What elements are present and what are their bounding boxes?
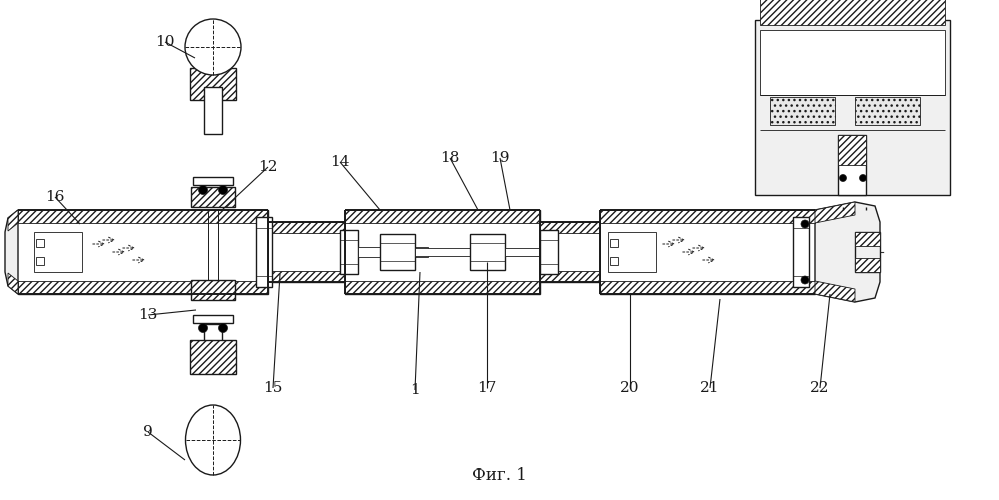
Circle shape <box>219 186 228 194</box>
Polygon shape <box>8 210 18 231</box>
Text: 21: 21 <box>700 381 719 395</box>
Text: 20: 20 <box>620 381 639 395</box>
Bar <box>345 210 540 223</box>
Text: 9: 9 <box>143 425 153 439</box>
Text: 12: 12 <box>259 160 278 174</box>
Bar <box>608 232 656 272</box>
Bar <box>18 223 268 281</box>
Bar <box>268 222 345 233</box>
Bar <box>340 230 358 274</box>
Text: 13: 13 <box>138 308 158 322</box>
Circle shape <box>801 276 809 284</box>
Bar <box>610 257 618 265</box>
Polygon shape <box>8 273 18 294</box>
Bar <box>838 135 866 165</box>
Bar <box>770 97 835 125</box>
Circle shape <box>199 324 208 332</box>
Bar <box>855 97 920 125</box>
Bar <box>18 210 268 294</box>
Bar <box>256 217 272 287</box>
Bar <box>18 281 268 294</box>
Bar <box>600 210 815 294</box>
Text: 1: 1 <box>411 383 420 397</box>
Polygon shape <box>815 202 855 223</box>
Polygon shape <box>815 202 880 302</box>
Bar <box>540 233 600 271</box>
Bar <box>268 233 345 271</box>
Bar <box>191 280 235 300</box>
Text: 19: 19 <box>491 151 509 165</box>
Bar <box>540 222 600 233</box>
Bar <box>36 239 44 247</box>
Bar <box>755 20 950 195</box>
Bar <box>36 257 44 265</box>
Text: 10: 10 <box>155 35 175 49</box>
Bar <box>191 187 235 207</box>
Bar <box>380 234 415 270</box>
Bar <box>600 210 815 223</box>
Bar <box>18 210 268 223</box>
Bar <box>855 258 880 272</box>
Text: 14: 14 <box>331 155 350 169</box>
Bar <box>204 87 222 134</box>
Bar <box>760 30 945 95</box>
Bar <box>838 135 866 195</box>
Bar <box>34 232 82 272</box>
Polygon shape <box>5 210 18 294</box>
Bar <box>760 0 945 25</box>
Bar <box>268 222 345 282</box>
Bar <box>193 315 233 323</box>
Text: 15: 15 <box>264 381 283 395</box>
Text: 18: 18 <box>441 151 460 165</box>
Bar <box>415 248 505 256</box>
Bar <box>505 248 543 256</box>
Bar <box>610 239 618 247</box>
Circle shape <box>219 324 228 332</box>
Bar <box>358 247 428 257</box>
Circle shape <box>839 174 846 182</box>
Bar <box>855 232 880 246</box>
Circle shape <box>859 174 866 182</box>
Circle shape <box>185 19 241 75</box>
Text: 17: 17 <box>478 381 497 395</box>
Text: Фиг. 1: Фиг. 1 <box>472 466 526 483</box>
Circle shape <box>801 220 809 228</box>
Circle shape <box>199 186 208 194</box>
Bar <box>193 177 233 185</box>
Ellipse shape <box>186 405 241 475</box>
Bar <box>600 281 815 294</box>
Bar <box>855 232 880 272</box>
Text: 16: 16 <box>45 190 65 204</box>
Bar <box>540 271 600 282</box>
Bar <box>204 324 222 370</box>
Bar <box>345 223 540 281</box>
Bar <box>190 68 236 100</box>
Bar <box>345 210 540 294</box>
Bar <box>540 230 558 274</box>
Bar <box>470 234 505 270</box>
Bar <box>793 217 809 287</box>
Bar <box>600 223 815 281</box>
Bar <box>190 340 236 374</box>
Bar <box>540 222 600 282</box>
Text: 22: 22 <box>810 381 830 395</box>
Bar <box>268 271 345 282</box>
Polygon shape <box>815 281 855 302</box>
Bar <box>345 281 540 294</box>
